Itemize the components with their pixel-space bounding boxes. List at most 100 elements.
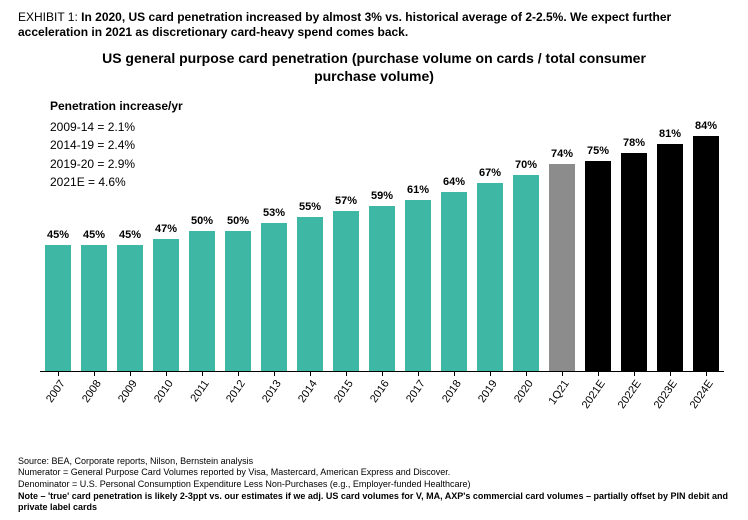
bar-value-label: 45% (47, 229, 69, 241)
x-tick-mark (382, 372, 383, 376)
footer-line: Numerator = General Purpose Card Volumes… (18, 467, 730, 479)
bar-value-label: 70% (515, 159, 537, 171)
x-tick: 2017 (400, 372, 436, 412)
bar-value-label: 53% (263, 207, 285, 219)
x-tick-mark (346, 372, 347, 376)
bar-slot: 59% (364, 91, 400, 371)
bar-value-label: 64% (443, 176, 465, 188)
x-tick-label: 2016 (368, 378, 392, 405)
x-tick: 2022E (616, 372, 652, 412)
plot-area: 45%45%45%47%50%50%53%55%57%59%61%64%67%7… (40, 91, 724, 372)
bar-value-label: 59% (371, 190, 393, 202)
x-tick-label: 2022E (616, 378, 644, 411)
chart-area: 45%45%45%47%50%50%53%55%57%59%61%64%67%7… (18, 91, 730, 452)
x-tick-mark (274, 372, 275, 376)
overlay-title: Penetration increase/yr (50, 97, 183, 116)
bar-slot: 55% (292, 91, 328, 371)
x-tick-label: 2017 (404, 378, 428, 405)
bar: 81% (657, 144, 682, 371)
exhibit-header: EXHIBIT 1: In 2020, US card penetration … (18, 10, 730, 40)
bar-value-label: 84% (695, 120, 717, 132)
x-tick-mark (94, 372, 95, 376)
bar-value-label: 67% (479, 167, 501, 179)
x-tick-mark (670, 372, 671, 376)
footer-line: Denominator = U.S. Personal Consumption … (18, 479, 730, 491)
overlay-row: 2021E = 4.6% (50, 173, 183, 192)
bar-value-label: 50% (191, 215, 213, 227)
x-tick: 2019 (472, 372, 508, 412)
bar: 84% (693, 136, 718, 371)
bar: 75% (585, 161, 610, 371)
x-tick: 2013 (256, 372, 292, 412)
footer-block: Source: BEA, Corporate reports, Nilson, … (18, 456, 730, 514)
x-tick-mark (454, 372, 455, 376)
bar-slot: 81% (652, 91, 688, 371)
bar: 50% (225, 231, 250, 371)
x-tick: 2011 (184, 372, 220, 412)
exhibit-page: EXHIBIT 1: In 2020, US card penetration … (0, 0, 748, 520)
bar-slot: 50% (184, 91, 220, 371)
bar: 45% (45, 245, 70, 371)
x-tick-label: 2012 (224, 378, 248, 405)
x-tick-mark (562, 372, 563, 376)
bar-slot: 75% (580, 91, 616, 371)
exhibit-title: In 2020, US card penetration increased b… (18, 10, 671, 39)
x-tick-mark (130, 372, 131, 376)
x-tick: 2009 (112, 372, 148, 412)
x-tick-mark (202, 372, 203, 376)
x-tick: 2015 (328, 372, 364, 412)
bar: 59% (369, 206, 394, 371)
bar-value-label: 45% (83, 229, 105, 241)
bar-value-label: 50% (227, 215, 249, 227)
bar: 55% (297, 217, 322, 371)
bar: 45% (81, 245, 106, 371)
x-tick: 2023E (652, 372, 688, 412)
bar: 61% (405, 200, 430, 371)
bar-slot: 78% (616, 91, 652, 371)
x-tick-label: 2015 (332, 378, 356, 405)
bar-slot: 57% (328, 91, 364, 371)
x-tick: 1Q21 (544, 372, 580, 412)
bar-slot: 70% (508, 91, 544, 371)
bar: 70% (513, 175, 538, 371)
x-tick-label: 2021E (580, 378, 608, 411)
x-tick-label: 2024E (688, 378, 716, 411)
x-tick-label: 2023E (652, 378, 680, 411)
bar-value-label: 74% (551, 148, 573, 160)
x-tick-mark (58, 372, 59, 376)
x-tick-label: 2009 (116, 378, 140, 405)
x-tick-label: 2008 (80, 378, 104, 405)
x-tick-mark (490, 372, 491, 376)
x-tick-label: 2019 (476, 378, 500, 405)
x-tick: 2010 (148, 372, 184, 412)
x-tick: 2014 (292, 372, 328, 412)
x-tick: 2016 (364, 372, 400, 412)
bar-value-label: 75% (587, 145, 609, 157)
x-tick-label: 1Q21 (547, 378, 572, 407)
overlay-row: 2014-19 = 2.4% (50, 136, 183, 155)
x-tick-label: 2018 (440, 378, 464, 405)
bar-slot: 64% (436, 91, 472, 371)
x-tick: 2007 (40, 372, 76, 412)
bar-slot: 84% (688, 91, 724, 371)
x-tick-label: 2020 (512, 378, 536, 405)
bar: 67% (477, 183, 502, 371)
x-tick: 2020 (508, 372, 544, 412)
x-tick-mark (166, 372, 167, 376)
x-tick: 2008 (76, 372, 112, 412)
x-tick: 2012 (220, 372, 256, 412)
x-tick-label: 2014 (296, 378, 320, 405)
bar-value-label: 57% (335, 195, 357, 207)
x-tick-mark (238, 372, 239, 376)
chart-title: US general purpose card penetration (pur… (78, 50, 670, 85)
bar: 74% (549, 164, 574, 371)
bar: 50% (189, 231, 214, 371)
bar-value-label: 61% (407, 184, 429, 196)
penetration-overlay: Penetration increase/yr 2009-14 = 2.1%20… (50, 97, 183, 192)
x-axis: 2007 2008 2009 201020112012 2013 2014 2015 2016… (40, 372, 724, 412)
bar-value-label: 45% (119, 229, 141, 241)
x-tick-label: 2013 (260, 378, 284, 405)
overlay-row: 2019-20 = 2.9% (50, 155, 183, 174)
x-tick-label: 2007 (44, 378, 68, 405)
bar-slot: 53% (256, 91, 292, 371)
